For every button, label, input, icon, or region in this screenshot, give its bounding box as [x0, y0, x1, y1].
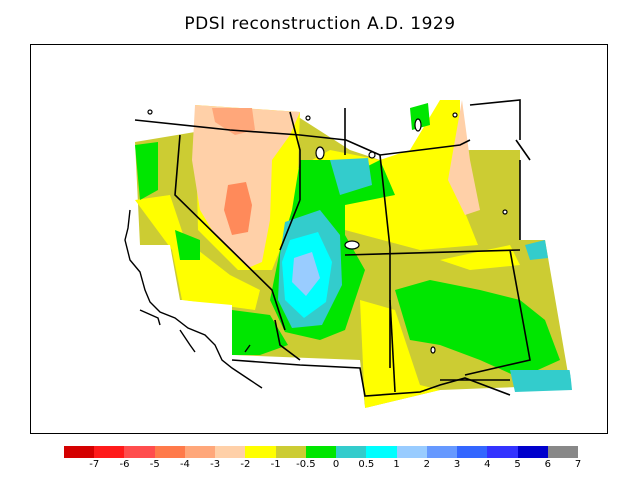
colorbar-swatch: [396, 446, 427, 458]
colorbar-tick-label: 6: [544, 459, 551, 470]
colorbar-tick-label: 5: [514, 459, 521, 470]
colorbar-tick-label: 0: [332, 459, 340, 470]
outside-mask: [32, 46, 606, 430]
colorbar-tick-label: 1: [393, 459, 400, 470]
colorbar-tick-label: -1: [270, 459, 281, 470]
map-title: PDSI reconstruction A.D. 1929: [184, 14, 456, 34]
colorbar-tick-label: 7: [574, 459, 582, 470]
colorbar-tick-label: -7: [89, 459, 100, 470]
colorbar-swatch: [517, 446, 548, 458]
colorbar-swatch: [215, 446, 246, 458]
colorbar-swatch: [487, 446, 518, 458]
region-lightblue-central: [292, 252, 320, 296]
border-nv-ut: [279, 199, 301, 251]
border-az-nm: [274, 319, 301, 361]
colorbar-swatch: [457, 446, 488, 458]
region-lightorange-east: [448, 100, 480, 215]
region-green-southeast: [395, 280, 560, 378]
colorbar-tick-label: 4: [484, 459, 491, 470]
colorbar-tick-label: 0.5: [358, 459, 375, 470]
colorbar-swatch: [426, 446, 458, 458]
colorbar-tick-label: 3: [453, 459, 461, 470]
border-ut-co: [344, 108, 391, 368]
great-salt-lake: [344, 240, 360, 250]
colorbar-swatch: [184, 446, 216, 458]
colorbar-tick-label: -6: [119, 459, 130, 470]
colorbar-swatch: [124, 446, 155, 458]
region-yellow-southeast: [360, 300, 440, 408]
region-orange-top: [212, 108, 255, 135]
colorbar-swatch: [366, 446, 397, 458]
colorbar-swatch: [336, 446, 367, 458]
border-mexico: [231, 359, 511, 397]
colorbar-tick-label: -0.5: [296, 459, 316, 470]
colorbar-swatch: [154, 446, 185, 458]
region-green-northwest: [135, 142, 158, 200]
colorbar-swatch: [94, 446, 125, 458]
colorbar-tick-label: -5: [149, 459, 160, 470]
border-ca-nv: [174, 134, 286, 331]
colorbar-swatch: [305, 446, 337, 458]
colorbar-tick-label: 2: [423, 459, 430, 470]
colorbar: [64, 446, 578, 458]
colorbar-tick-label: -2: [240, 459, 251, 470]
colorbar-tick-label: -4: [179, 459, 190, 470]
border-wy-co: [344, 249, 521, 256]
coastline: [124, 209, 263, 389]
region-teal-southeast: [510, 370, 572, 392]
border-nd: [469, 99, 531, 161]
colorbar-labels: -7 -6 -5 -4 -3 -2 -1 -0.5 0 0.5 1 2 3 4 5 6 7: [64, 459, 582, 473]
region-teal-north: [330, 158, 372, 195]
region-green-sw: [232, 310, 288, 355]
region-teal-east: [525, 240, 548, 260]
border-co-nm: [389, 299, 396, 393]
border-canada: [134, 119, 471, 156]
colorbar-swatch: [547, 446, 578, 458]
region-orange-center: [224, 182, 252, 235]
border-ks: [464, 249, 531, 376]
state-boundaries: [134, 99, 531, 397]
border-or-id: [289, 111, 301, 200]
pdsi-fill: [135, 100, 572, 408]
colorbar-swatch: [64, 446, 95, 458]
colorbar-swatch: [275, 446, 306, 458]
lakes: [147, 109, 508, 354]
colorbar-tick-label: -3: [210, 459, 221, 470]
colorbar-swatch: [245, 446, 276, 458]
region-green-west-mid: [175, 230, 200, 260]
